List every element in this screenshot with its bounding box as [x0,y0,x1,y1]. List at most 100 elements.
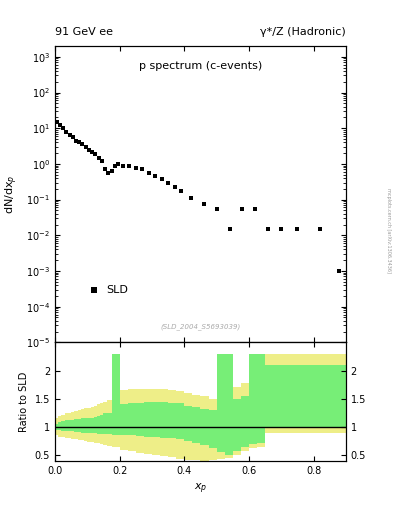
Point [70,133,76,141]
Bar [144,389,152,454]
Bar [314,365,330,427]
Point [133,164,139,172]
Point [165,179,171,187]
Bar [107,400,112,446]
Bar [97,404,100,443]
Text: (SLD_2004_S5693039): (SLD_2004_S5693039) [160,324,241,330]
Bar [61,421,65,431]
Bar [87,418,90,433]
Bar [65,420,68,431]
Bar [87,408,90,442]
Bar [112,354,119,447]
Point [53,118,60,126]
Bar [265,365,273,427]
Bar [119,404,128,435]
Point [158,175,165,183]
Point [171,183,178,191]
Bar [233,399,241,451]
Point [89,147,95,156]
Bar [330,354,346,433]
Point [239,205,246,213]
Bar [128,403,136,435]
Point [213,205,220,213]
Bar [84,418,87,433]
Point [252,205,259,213]
Text: p spectrum (c-events): p spectrum (c-events) [139,61,262,71]
Bar [184,393,192,460]
Point [317,225,323,233]
Bar [225,354,233,455]
Bar [273,354,281,433]
Bar [233,388,241,455]
Point [139,165,145,174]
Y-axis label: dN/dx$_p$: dN/dx$_p$ [4,175,20,214]
Bar [298,354,314,433]
Point [120,161,126,169]
Point [76,138,83,146]
Bar [71,412,74,439]
Bar [74,411,78,439]
Bar [225,354,233,458]
Bar [128,389,136,451]
Point [115,160,121,168]
Point [112,162,118,170]
Bar [289,354,298,433]
Point [105,169,112,177]
Bar [168,390,176,457]
Bar [314,354,330,433]
Bar [94,417,97,433]
Point [226,225,233,233]
Bar [78,410,81,440]
Text: γ*/Z (Hadronic): γ*/Z (Hadronic) [260,27,346,37]
Y-axis label: Ratio to SLD: Ratio to SLD [19,371,29,432]
Bar [257,354,265,446]
Bar [217,354,225,459]
Point [108,166,115,175]
Point [86,145,92,154]
Bar [192,395,200,460]
Bar [103,401,107,445]
Bar [100,403,103,444]
Bar [68,420,71,432]
Point [200,200,207,208]
Point [294,225,301,233]
Point [152,172,158,180]
Bar [100,415,103,434]
Bar [74,419,78,432]
Bar [160,401,168,438]
Bar [81,409,84,440]
Bar [209,399,217,460]
Point [278,225,285,233]
Bar [136,402,144,436]
Bar [249,354,257,444]
Text: mcplots.cern.ch [arXiv:1306.3436]: mcplots.cern.ch [arXiv:1306.3436] [386,188,391,273]
Bar [200,409,209,445]
Bar [84,409,87,441]
Bar [265,354,273,433]
Bar [192,407,200,443]
Point [57,121,63,129]
Point [126,162,132,170]
Point [336,267,343,275]
Point [99,157,105,165]
Bar [90,407,94,442]
Bar [144,402,152,437]
Bar [90,418,94,433]
Bar [58,422,61,430]
Bar [136,389,144,453]
Bar [241,396,249,446]
Bar [209,410,217,449]
Bar [330,365,346,427]
Bar [281,365,289,427]
Bar [119,390,128,450]
Point [83,143,89,151]
Bar [103,413,107,434]
Bar [97,416,100,434]
Bar [68,413,71,438]
Bar [58,416,61,437]
Bar [152,401,160,437]
Bar [168,402,176,438]
Bar [61,415,65,437]
Point [95,154,102,162]
Bar [160,389,168,456]
